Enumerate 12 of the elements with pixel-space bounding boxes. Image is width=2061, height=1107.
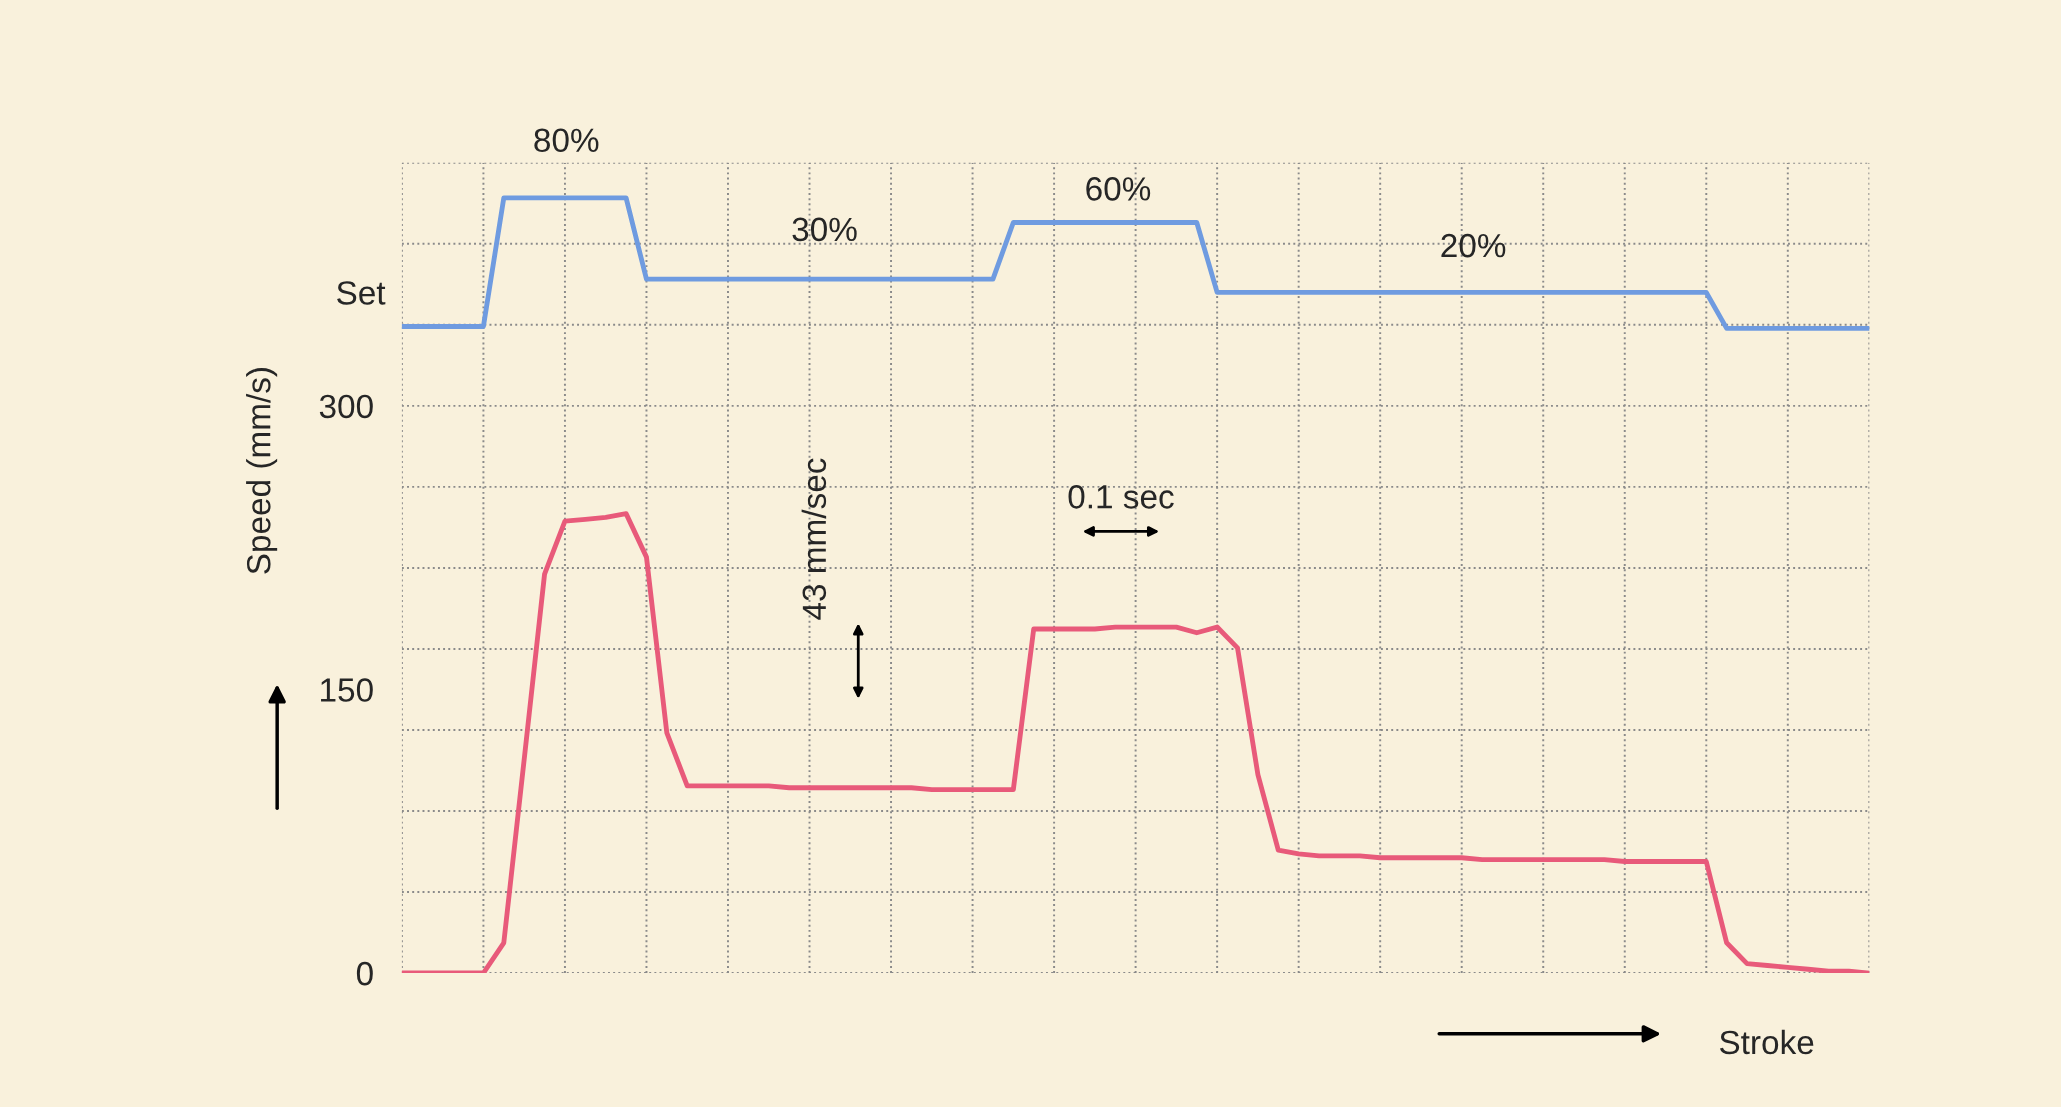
- y-tick-label: 150: [321, 678, 373, 702]
- annotation: 0.1 sec: [1068, 485, 1174, 509]
- annotation: 30%: [792, 217, 857, 242]
- annotation: 60%: [1086, 177, 1151, 201]
- y-tick-label: 0: [356, 961, 373, 986]
- text: 80%: [534, 128, 599, 153]
- y-tick-label: 300: [319, 394, 373, 419]
- annotation: 20%: [1441, 233, 1506, 258]
- series-label: Set: [337, 281, 386, 305]
- x-axis-title: Stroke: [1719, 1029, 1814, 1055]
- y-axis-title: Speed (mm/s): [246, 368, 278, 574]
- annotation: 43 mm/sec: [801, 458, 827, 620]
